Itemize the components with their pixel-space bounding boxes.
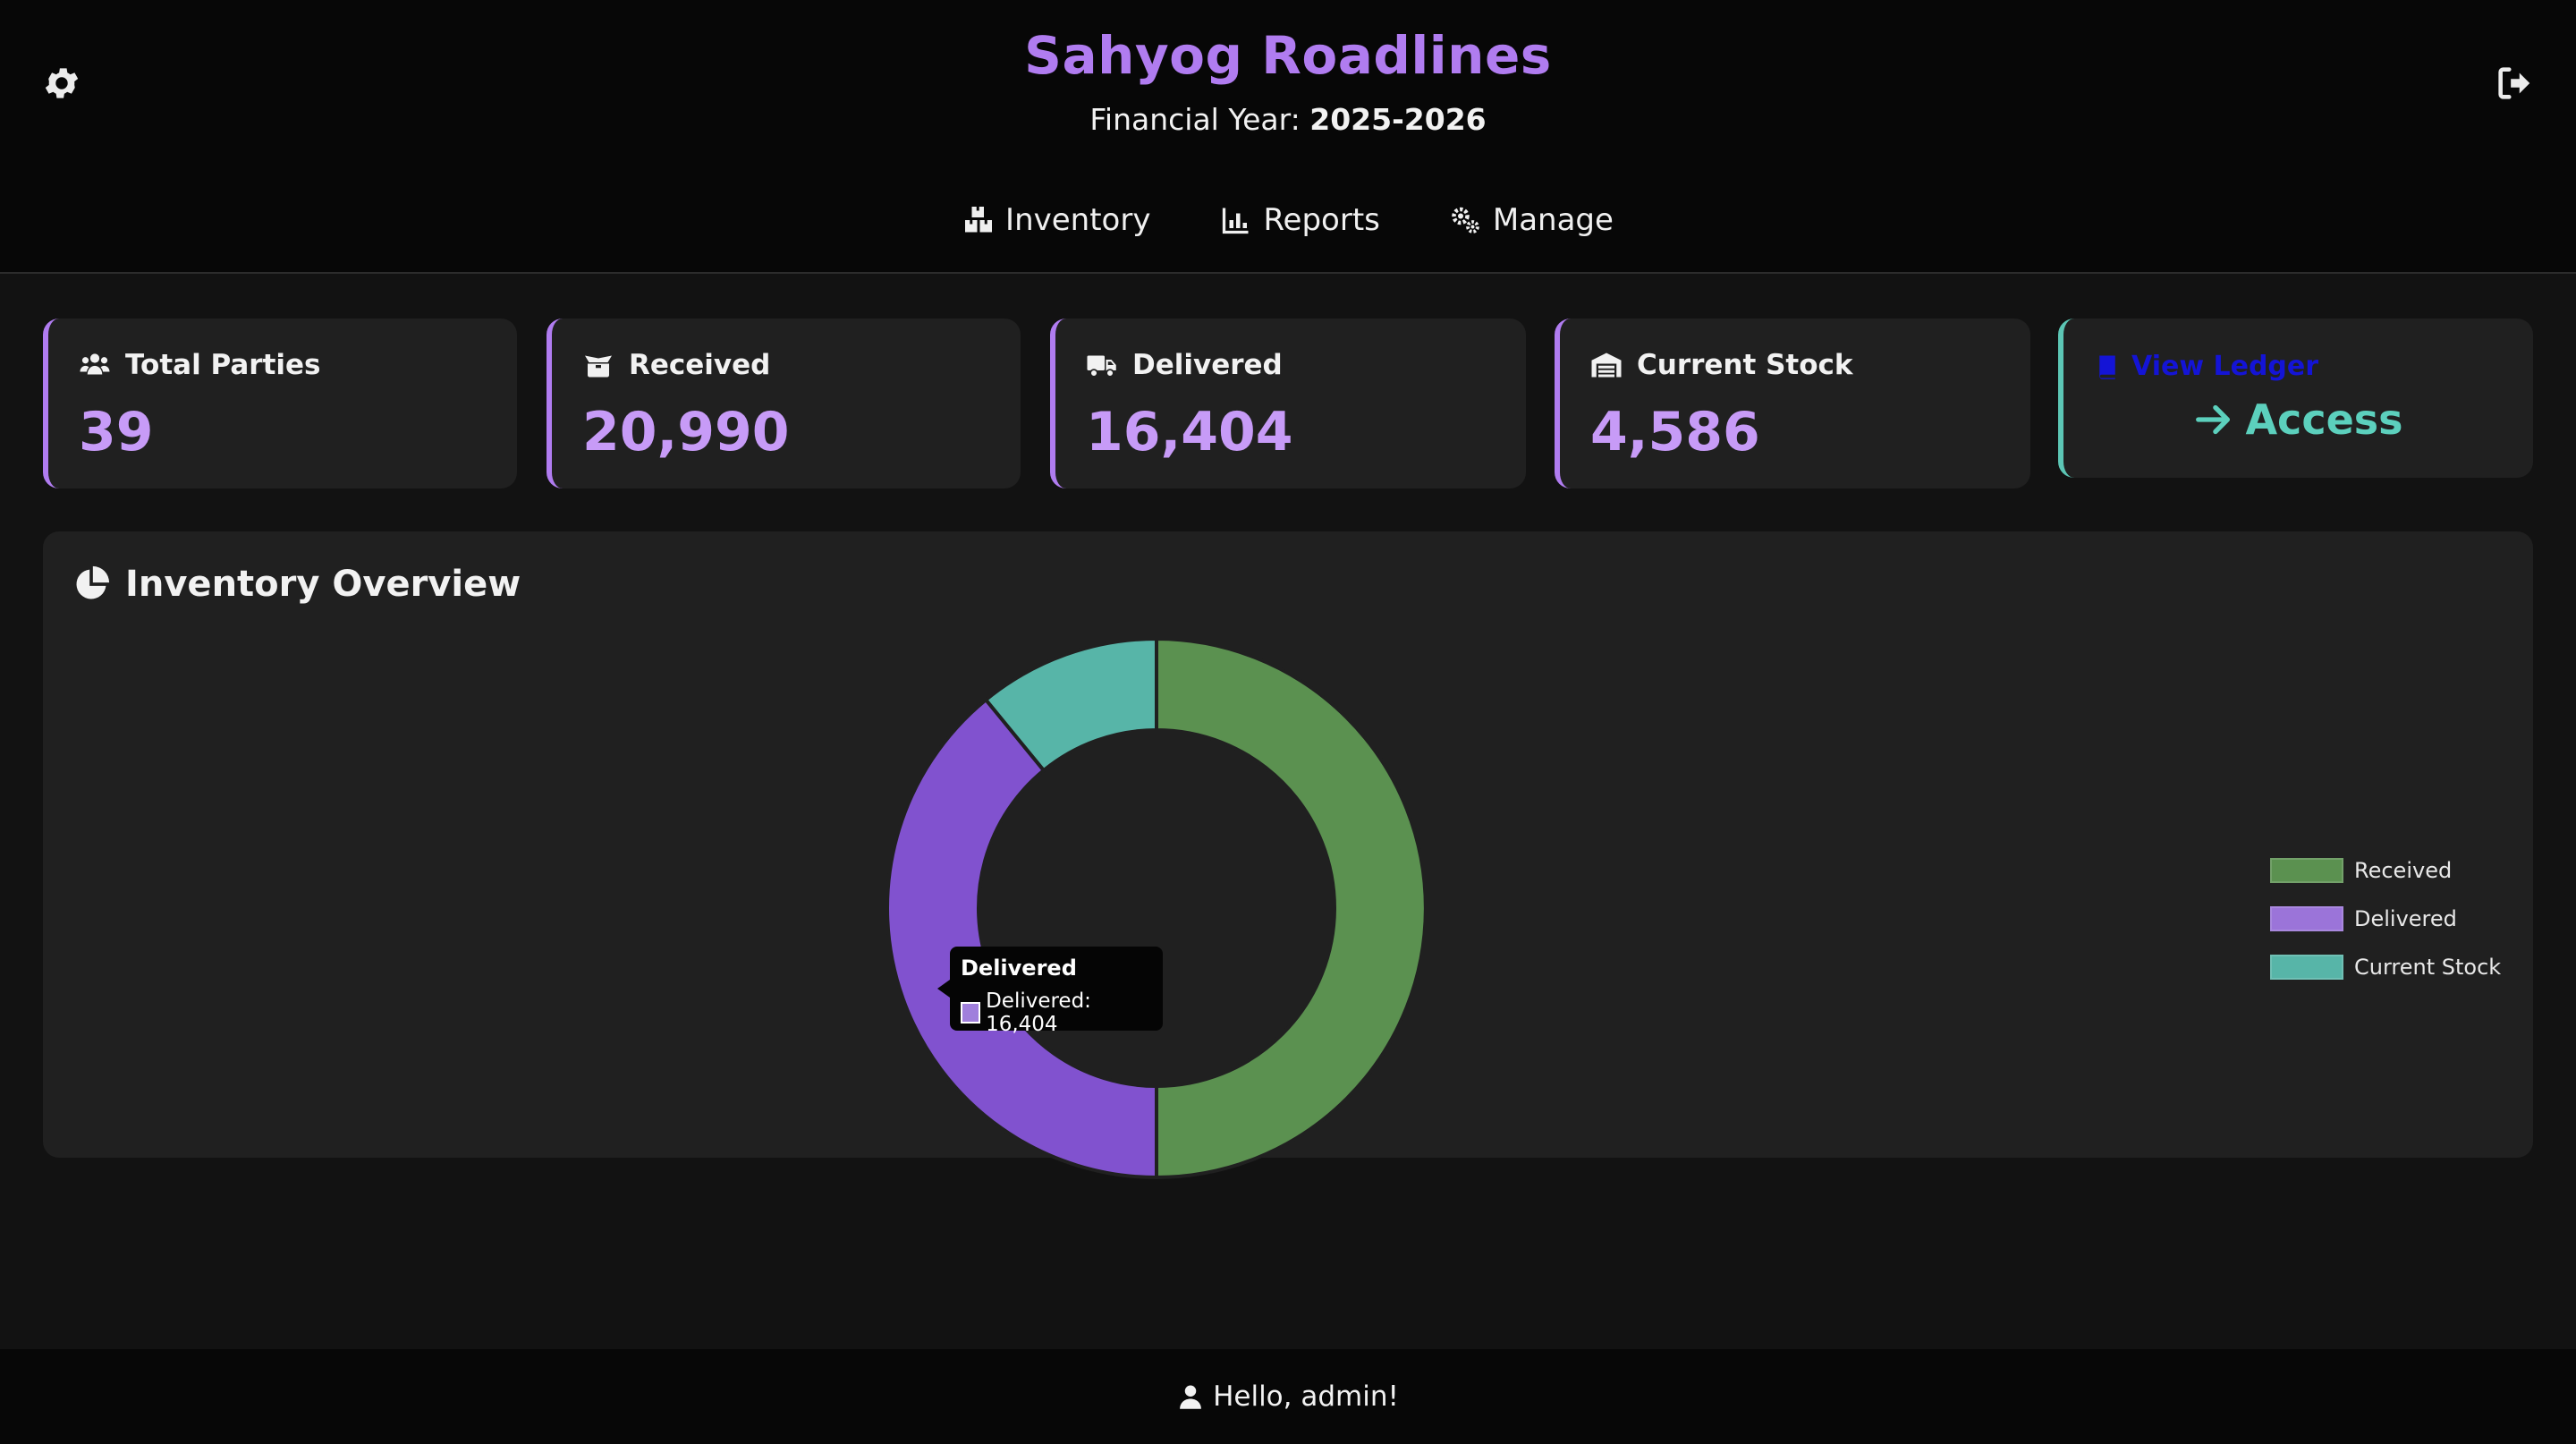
bar-chart-icon [1223, 208, 1249, 234]
nav-reports-label: Reports [1263, 202, 1380, 238]
logout-button[interactable] [2494, 63, 2535, 104]
nav-inventory-label: Inventory [1005, 202, 1151, 238]
truck-icon [1087, 355, 1116, 378]
card-label: Current Stock [1637, 349, 1853, 381]
legend-label: Received [2354, 858, 2453, 883]
pie-chart-icon [76, 565, 110, 599]
card-received: Received 20,990 [547, 319, 1021, 488]
card-ledger-access: View Ledger Access [2058, 319, 2533, 478]
footer-greeting: Hello, admin! [1213, 1380, 1399, 1413]
financial-year-label: Financial Year: [1089, 102, 1301, 137]
card-total-parties: Total Parties 39 [43, 319, 517, 488]
users-icon [80, 353, 110, 375]
legend-swatch [2270, 955, 2343, 980]
card-value: 4,586 [1590, 401, 1760, 463]
financial-year-value: 2025-2026 [1309, 102, 1487, 137]
card-label: Received [629, 349, 771, 381]
box-open-icon [585, 355, 612, 378]
boxes-icon [965, 207, 993, 233]
warehouse-icon [1591, 353, 1622, 378]
chart-tooltip: Delivered Delivered: 16,404 [937, 947, 1163, 1036]
card-delivered: Delivered 16,404 [1050, 319, 1526, 488]
top-header: Sahyog Roadlines Financial Year: 2025-20… [0, 0, 2576, 274]
legend-item-delivered[interactable]: Delivered [2270, 895, 2501, 943]
tooltip-text: Delivered: 16,404 [986, 990, 1091, 1036]
panel-title: Inventory Overview [72, 564, 521, 605]
legend-label: Current Stock [2354, 955, 2502, 980]
legend-swatch [2270, 906, 2343, 931]
access-label: Access [2245, 395, 2403, 444]
book-icon [2099, 355, 2115, 379]
card-header: Delivered [1086, 349, 1283, 381]
tooltip-body: Delivered: 16,404 [961, 990, 1152, 1036]
brand-title: Sahyog Roadlines [1024, 25, 1552, 86]
card-label: Delivered [1132, 349, 1283, 381]
legend-label: Delivered [2354, 906, 2457, 931]
tooltip-swatch [961, 1002, 981, 1024]
nav-inventory[interactable]: Inventory [962, 202, 1150, 238]
card-value: 16,404 [1086, 401, 1293, 463]
nav-manage-label: Manage [1492, 202, 1614, 238]
card-label: Total Parties [125, 349, 321, 381]
card-header: Received [582, 349, 770, 381]
slice-current-stock[interactable] [983, 636, 1158, 773]
card-header: Total Parties [79, 349, 321, 381]
card-current-stock: Current Stock 4,586 [1555, 319, 2030, 488]
sign-out-icon [2498, 67, 2530, 99]
financial-year: Financial Year: 2025-2026 [0, 102, 2576, 137]
view-ledger-label: View Ledger [2131, 351, 2319, 382]
legend-item-received[interactable]: Received [2270, 846, 2501, 895]
gear-icon [45, 68, 79, 98]
main-nav: Inventory Reports Manage [0, 202, 2576, 238]
panel-title-label: Inventory Overview [125, 564, 521, 605]
access-button[interactable]: Access [2063, 395, 2533, 444]
card-value: 20,990 [582, 401, 790, 463]
gears-icon [1452, 207, 1479, 234]
footer: Hello, admin! [0, 1349, 2576, 1444]
arrow-right-icon [2196, 404, 2231, 435]
card-header: Current Stock [1590, 349, 1853, 381]
settings-button[interactable] [41, 63, 82, 104]
slice-received[interactable] [1155, 636, 1428, 1180]
legend-swatch [2270, 858, 2343, 883]
user-icon [1180, 1385, 1201, 1409]
tooltip-title: Delivered [961, 956, 1077, 981]
nav-reports[interactable]: Reports [1220, 202, 1380, 238]
view-ledger-link[interactable]: View Ledger [2094, 351, 2318, 382]
chart-legend: Received Delivered Current Stock [2270, 846, 2501, 991]
legend-item-current-stock[interactable]: Current Stock [2270, 943, 2501, 991]
nav-manage[interactable]: Manage [1450, 202, 1614, 238]
card-value: 39 [79, 401, 154, 463]
